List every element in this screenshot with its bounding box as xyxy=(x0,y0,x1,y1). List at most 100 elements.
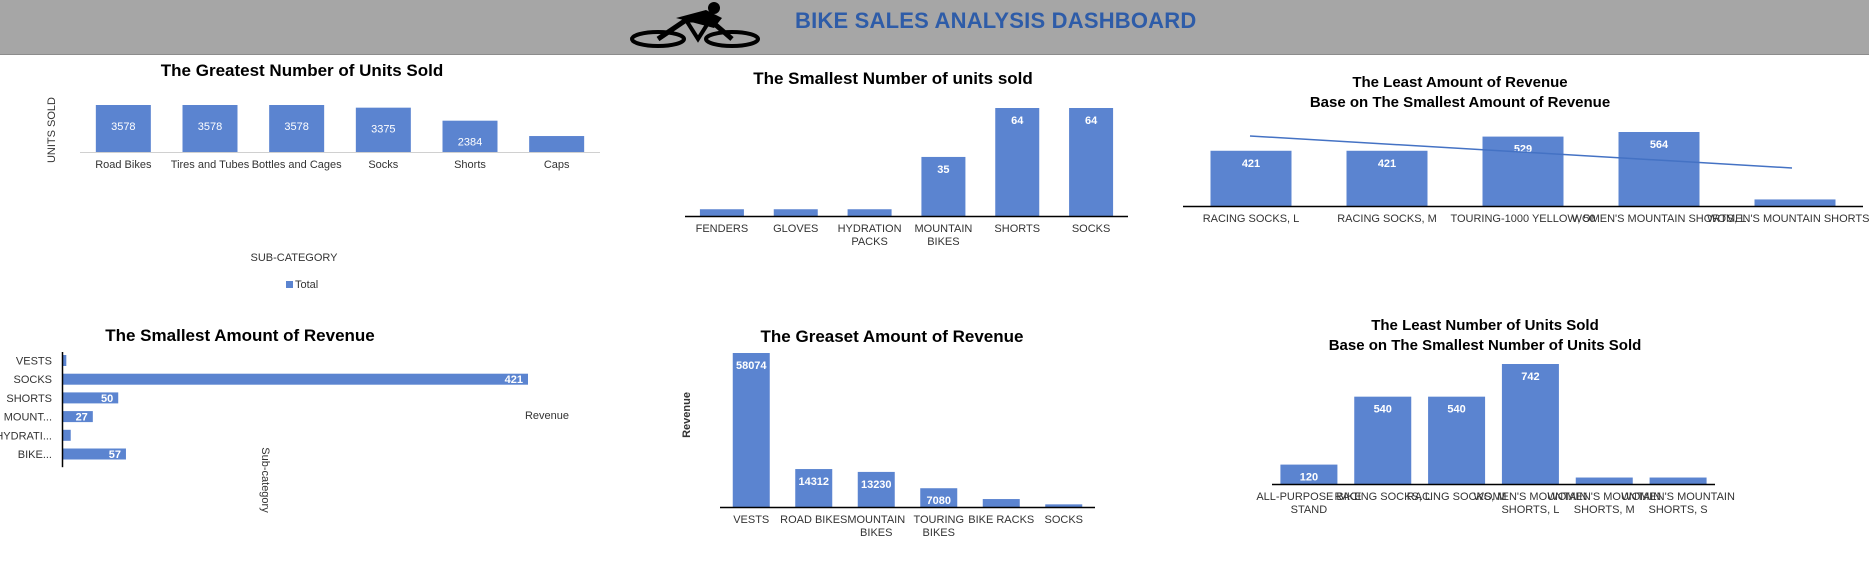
bar xyxy=(63,448,126,460)
data-label: 421 xyxy=(505,374,523,386)
tick-label: GLOVES xyxy=(773,223,818,235)
data-label: 529 xyxy=(1514,144,1532,156)
bar xyxy=(982,499,1020,507)
bar xyxy=(63,355,67,366)
tick-label: MOUNTAIN BIKES xyxy=(914,223,972,248)
tick-label: MOUNTAIN BIKES xyxy=(847,514,905,539)
bar xyxy=(63,392,119,404)
bar xyxy=(1069,108,1114,216)
data-label: 742 xyxy=(1521,371,1539,383)
bar xyxy=(63,429,71,441)
tick-label: RACING SOCKS, M xyxy=(1337,213,1437,225)
bar xyxy=(920,488,958,507)
bar xyxy=(1346,150,1428,206)
tick-label: FENDERS xyxy=(696,223,749,235)
bar xyxy=(732,353,770,507)
bar xyxy=(1575,477,1633,484)
data-label: 421 xyxy=(1378,158,1396,170)
tick-label: ALL-PURPOSE BIKE STAND xyxy=(1256,491,1361,516)
tick-label: Bottles and Cages xyxy=(252,159,342,171)
data-label: 64 xyxy=(1011,115,1024,127)
data-label: 2384 xyxy=(458,137,482,149)
data-label: 57 xyxy=(109,449,121,461)
data-label: 3578 xyxy=(284,121,308,133)
chart-title: Base on The Smallest Amount of Revenue xyxy=(1310,94,1610,111)
bar xyxy=(529,136,585,152)
bar xyxy=(1210,150,1292,206)
data-label: 564 xyxy=(1650,139,1669,151)
tick-label: SOCKS xyxy=(1072,223,1111,235)
bar xyxy=(182,105,238,152)
bar xyxy=(795,469,833,507)
tick-label: ROAD BIKES xyxy=(780,514,847,526)
tick-label: VESTS xyxy=(16,356,52,368)
bar xyxy=(1649,477,1707,484)
data-label: 3375 xyxy=(371,124,395,136)
chart-title: The Least Number of Units Sold xyxy=(1371,317,1599,334)
y-axis-title: Revenue xyxy=(681,392,693,438)
chart-title: The Smallest Number of units sold xyxy=(753,69,1033,88)
bar xyxy=(269,105,325,152)
bar xyxy=(442,120,498,152)
tick-label: RACING SOCKS, L xyxy=(1203,213,1300,225)
tick-label: WOMEN'S MOUNTAIN SHORTS, L xyxy=(1474,491,1588,516)
data-label: 120 xyxy=(1300,472,1318,484)
tick-label: SOCKS xyxy=(1044,514,1083,526)
bar xyxy=(63,373,528,385)
x-axis-title: SUB-CATEGORY xyxy=(251,252,339,264)
trendline xyxy=(1249,135,1793,169)
tick-label: WOMEN'S MOUNTAIN SHORTS, L xyxy=(1572,213,1747,225)
chart-title: The Least Amount of Revenue xyxy=(1352,74,1567,91)
data-label: 7080 xyxy=(927,495,951,507)
bar xyxy=(1354,396,1412,484)
tick-label: TOURING-1000 YELLOW, 50 xyxy=(1450,213,1595,225)
data-label: 1215 xyxy=(544,152,568,164)
tick-label: Shorts xyxy=(454,159,486,171)
chart-smallest-units: The Smallest Number of units sold FENDERS… xyxy=(680,60,1160,270)
chart-title: The Smallest Amount of Revenue xyxy=(105,326,375,345)
chart-greatest-revenue: The Greaset Amount of Revenue 58074 VESTS 1… xyxy=(670,310,1100,550)
bar xyxy=(921,156,966,216)
dashboard-title: BIKE SALES ANALYSIS DASHBOARD xyxy=(795,8,1197,33)
tick-label: HYDRATION PACKS xyxy=(838,223,902,248)
tick-label: Socks xyxy=(368,159,398,171)
chart-greatest-units: The Greatest Number of Units Sold 3578 Roa… xyxy=(0,60,620,300)
tick-label: SOCKS xyxy=(13,374,52,386)
tick-label: WOMEN'S MOUNTAIN SHORTS, M xyxy=(1547,491,1661,516)
bar xyxy=(699,209,744,216)
y-axis-title: UNITS SOLD xyxy=(46,97,58,163)
y-axis-title: Sub-category xyxy=(259,447,271,513)
data-label: 3578 xyxy=(198,121,222,133)
bar xyxy=(773,209,818,216)
data-label: 421 xyxy=(1242,158,1260,170)
tick-label: Road Bikes xyxy=(95,159,152,171)
x-axis-title: Revenue xyxy=(525,410,569,422)
tick-label: HYDRATI... xyxy=(0,430,52,442)
bar xyxy=(1482,136,1564,206)
data-label: 540 xyxy=(1447,404,1465,416)
tick-label: SHORTS xyxy=(6,393,52,405)
bar xyxy=(1754,199,1836,206)
tick-label: WOMEN'S MOUNTAIN SHORTS, S xyxy=(1621,491,1735,516)
tick-label: BIKE RACKS xyxy=(968,514,1034,526)
bar xyxy=(63,411,93,423)
legend-label: Total xyxy=(295,279,318,291)
data-label: 14312 xyxy=(798,476,829,488)
chart-least-units-base: The Least Number of Units Sold Base on Th… xyxy=(1256,310,1735,550)
tick-label: SHORTS xyxy=(994,223,1040,235)
tick-label: Caps xyxy=(544,159,570,171)
bar xyxy=(1280,464,1338,484)
bar xyxy=(1045,504,1083,507)
tick-label: RACING SOCKS, M xyxy=(1407,491,1507,503)
cyclist-icon xyxy=(630,2,760,48)
bar xyxy=(1501,364,1559,484)
chart-smallest-revenue: The Smallest Amount of Revenue VESTS 421 SO… xyxy=(0,310,620,520)
chart-title: Base on The Smallest Number of Units Sol… xyxy=(1329,337,1642,354)
data-label: 3578 xyxy=(111,121,135,133)
data-label: 13230 xyxy=(861,479,892,491)
legend-swatch xyxy=(286,281,293,288)
data-label: 50 xyxy=(101,393,113,405)
bar xyxy=(847,209,892,216)
bar xyxy=(1618,132,1700,206)
tick-label: TOURING BIKES xyxy=(913,514,964,539)
